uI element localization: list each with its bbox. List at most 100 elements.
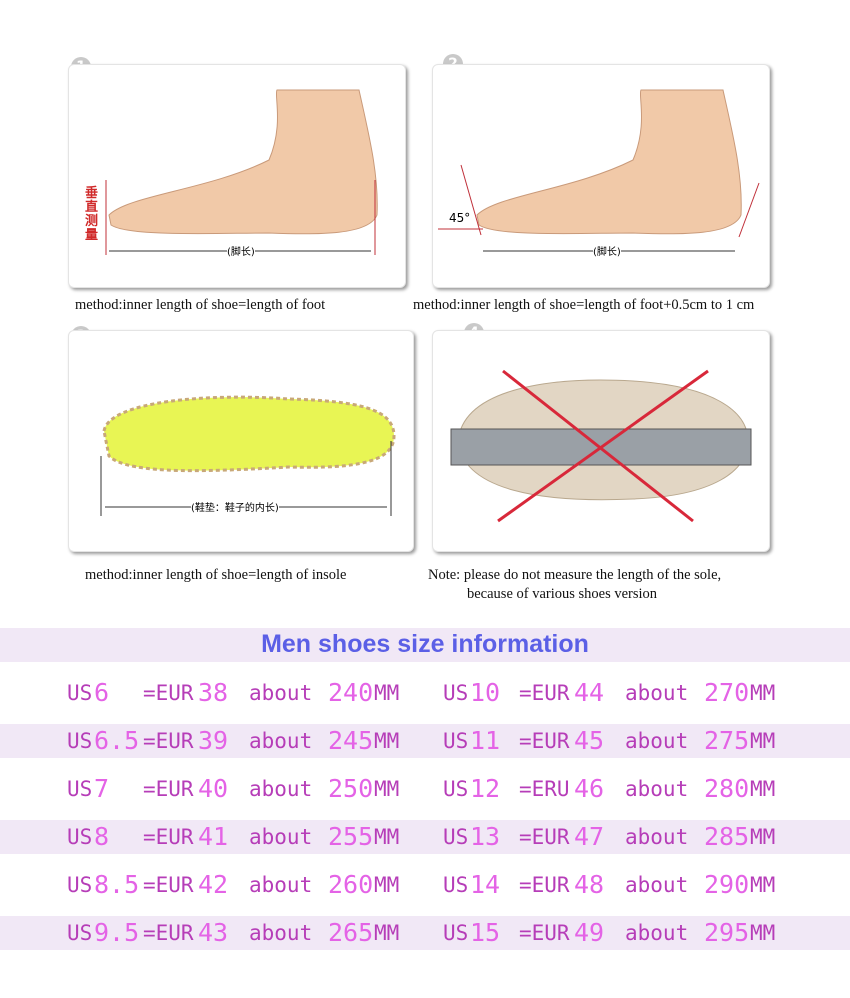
us-label: US bbox=[67, 729, 93, 753]
size-row: US 8.5 =EUR 42 about 260 MM US 14 =EUR 48 about 290 M… bbox=[0, 868, 850, 902]
size-row: US 9.5 =EUR 43 about 265 MM US 15 =EUR 49 about 295 M… bbox=[0, 916, 850, 950]
step-3-caption: method:inner length of shoe=length of in… bbox=[85, 567, 347, 583]
size-table-header: Men shoes size information bbox=[0, 628, 850, 662]
mm-unit: MM bbox=[374, 777, 400, 801]
foot-measure-panel-2: 45° (脚长) bbox=[432, 64, 770, 288]
us-label: US bbox=[67, 873, 93, 897]
us-label: US bbox=[443, 681, 469, 705]
us-size: 8.5 bbox=[94, 870, 140, 899]
about-label: about bbox=[625, 729, 689, 753]
us-size: 7 bbox=[94, 774, 110, 803]
mm-unit: MM bbox=[374, 921, 400, 945]
step-2-caption: method:inner length of shoe=length of fo… bbox=[413, 297, 755, 313]
us-label: US bbox=[67, 825, 93, 849]
mm-value: 270 bbox=[704, 678, 750, 707]
foot-measure-panel-1: 垂直测量 (脚长) bbox=[68, 64, 406, 288]
us-label: US bbox=[443, 729, 469, 753]
us-size: 14 bbox=[470, 870, 501, 899]
size-row: US 8 =EUR 41 about 255 MM US 13 =EUR 47 about 285 MM bbox=[0, 820, 850, 854]
eur-label: =EUR bbox=[143, 777, 194, 801]
us-size: 15 bbox=[470, 918, 501, 947]
foot-illustration bbox=[438, 89, 760, 252]
angle-label: 45° bbox=[449, 211, 471, 225]
insole-length-label: (鞋垫：鞋子的内长) bbox=[191, 499, 279, 514]
mm-value: 290 bbox=[704, 870, 750, 899]
us-size: 13 bbox=[470, 822, 501, 851]
about-label: about bbox=[249, 921, 313, 945]
mm-value: 295 bbox=[704, 918, 750, 947]
eur-size: 49 bbox=[574, 918, 605, 947]
size-table-title: Men shoes size information bbox=[261, 630, 589, 658]
eur-size: 38 bbox=[198, 678, 229, 707]
eur-label: =EUR bbox=[143, 681, 194, 705]
eur-size: 48 bbox=[574, 870, 605, 899]
eur-label: =EUR bbox=[519, 921, 570, 945]
mm-value: 265 bbox=[328, 918, 374, 947]
eur-label: =EUR bbox=[519, 729, 570, 753]
mm-value: 245 bbox=[328, 726, 374, 755]
about-label: about bbox=[249, 681, 313, 705]
about-label: about bbox=[249, 825, 313, 849]
us-size: 12 bbox=[470, 774, 501, 803]
us-label: US bbox=[443, 777, 469, 801]
eur-size: 44 bbox=[574, 678, 605, 707]
about-label: about bbox=[249, 729, 313, 753]
about-label: about bbox=[249, 777, 313, 801]
insole-illustration bbox=[100, 395, 396, 516]
mm-value: 285 bbox=[704, 822, 750, 851]
mm-value: 275 bbox=[704, 726, 750, 755]
us-label: US bbox=[67, 777, 93, 801]
eur-size: 40 bbox=[198, 774, 229, 803]
us-size: 8 bbox=[94, 822, 110, 851]
mm-unit: MM bbox=[374, 729, 400, 753]
mm-unit: MM bbox=[750, 873, 776, 897]
foot-illustration bbox=[105, 89, 378, 255]
eur-label: =EUR bbox=[519, 873, 570, 897]
eur-size: 43 bbox=[198, 918, 229, 947]
size-row: US 6.5 =EUR 39 about 245 MM US 11 =EUR 45 about 275 M… bbox=[0, 724, 850, 758]
about-label: about bbox=[625, 777, 689, 801]
mm-unit: MM bbox=[374, 681, 400, 705]
mm-value: 250 bbox=[328, 774, 374, 803]
us-size: 11 bbox=[470, 726, 501, 755]
vertical-measure-label: 垂直测量 bbox=[85, 186, 99, 243]
mm-unit: MM bbox=[750, 825, 776, 849]
mm-unit: MM bbox=[374, 873, 400, 897]
us-label: US bbox=[443, 873, 469, 897]
us-label: US bbox=[67, 921, 93, 945]
eur-label: =EUR bbox=[143, 873, 194, 897]
mm-unit: MM bbox=[374, 825, 400, 849]
eur-size: 45 bbox=[574, 726, 605, 755]
foot-length-label: (脚长) bbox=[593, 243, 621, 258]
eur-label: =EUR bbox=[519, 681, 570, 705]
mm-value: 255 bbox=[328, 822, 374, 851]
size-row: US 7 =EUR 40 about 250 MM US 12 =ERU 46 about 280 MM bbox=[0, 772, 850, 806]
mm-unit: MM bbox=[750, 777, 776, 801]
sole-ruler-illustration bbox=[450, 369, 752, 523]
about-label: about bbox=[625, 873, 689, 897]
about-label: about bbox=[249, 873, 313, 897]
sole-panel bbox=[432, 330, 770, 552]
step-4-caption-line2: because of various shoes version bbox=[467, 586, 658, 602]
us-label: US bbox=[443, 825, 469, 849]
about-label: about bbox=[625, 681, 689, 705]
mm-unit: MM bbox=[750, 729, 776, 753]
mm-value: 240 bbox=[328, 678, 374, 707]
about-label: about bbox=[625, 921, 689, 945]
mm-value: 280 bbox=[704, 774, 750, 803]
about-label: about bbox=[625, 825, 689, 849]
foot-length-label: (脚长) bbox=[227, 243, 255, 258]
mm-value: 260 bbox=[328, 870, 374, 899]
mm-unit: MM bbox=[750, 681, 776, 705]
eur-label: =EUR bbox=[143, 825, 194, 849]
eur-label: =ERU bbox=[519, 777, 570, 801]
eur-label: =EUR bbox=[143, 921, 194, 945]
eur-size: 47 bbox=[574, 822, 605, 851]
insole-panel: (鞋垫：鞋子的内长) bbox=[68, 330, 414, 552]
eur-size: 42 bbox=[198, 870, 229, 899]
eur-size: 41 bbox=[198, 822, 229, 851]
us-label: US bbox=[443, 921, 469, 945]
us-size: 10 bbox=[470, 678, 501, 707]
mm-unit: MM bbox=[750, 921, 776, 945]
